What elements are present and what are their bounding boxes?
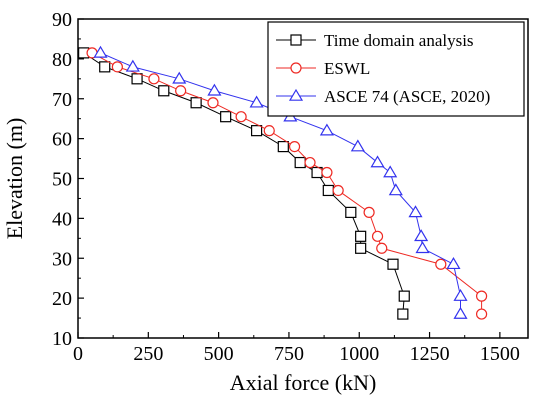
data-point	[415, 241, 430, 254]
legend: Time domain analysis ESWL ASCE 74 (ASCE, 2…	[267, 21, 525, 117]
data-point	[435, 258, 447, 270]
data-point	[304, 156, 316, 169]
data-point	[371, 230, 384, 242]
legend-marker	[288, 88, 304, 101]
data-point	[125, 59, 140, 72]
data-point	[363, 206, 375, 218]
legend-marker	[290, 34, 302, 46]
data-point	[288, 141, 301, 153]
y-tick-label: 30	[52, 248, 72, 270]
legend-label: ESWL	[324, 59, 370, 78]
data-point	[235, 111, 247, 123]
y-axis-title: Elevation (m)	[2, 118, 27, 240]
x-tick-label: 1250	[410, 343, 450, 365]
x-tick-label: 0	[73, 343, 83, 365]
y-tick-label: 40	[52, 208, 72, 230]
data-point	[383, 165, 398, 178]
data-point	[397, 308, 409, 320]
data-point	[414, 229, 429, 242]
x-tick-label: 1500	[480, 343, 520, 365]
data-point	[370, 155, 385, 168]
data-point	[99, 61, 111, 73]
series-3	[93, 45, 468, 319]
series-1	[78, 47, 410, 320]
x-tick-label: 250	[133, 343, 163, 365]
data-point	[388, 183, 403, 196]
y-tick-label: 90	[52, 9, 72, 31]
data-point	[475, 290, 488, 302]
data-point	[453, 288, 468, 301]
series-2	[86, 47, 488, 320]
data-point	[376, 242, 388, 254]
data-point	[453, 306, 468, 319]
x-tick-label: 500	[204, 343, 234, 365]
data-point	[111, 61, 123, 73]
data-point	[249, 95, 264, 108]
axes: 0 250 500 750 1000 1250 1500 10 20 30 40 50 60 70 80 90	[52, 9, 520, 365]
x-tick-label: 750	[274, 343, 304, 365]
data-point	[387, 258, 399, 270]
data-point	[355, 230, 367, 242]
data-point	[446, 257, 461, 270]
data-point	[319, 123, 334, 136]
data-point	[350, 139, 365, 152]
data-point	[321, 166, 333, 179]
legend-box	[267, 21, 525, 117]
data-point	[322, 184, 334, 197]
y-tick-label: 10	[52, 328, 72, 350]
legend-marker	[290, 62, 302, 74]
y-tick-label: 70	[52, 89, 72, 111]
data-point	[263, 125, 275, 137]
legend-label: Time domain analysis	[324, 31, 474, 50]
data-point	[355, 242, 367, 254]
data-point	[345, 206, 357, 218]
legend-item: Time domain analysis	[276, 31, 474, 50]
data-point	[250, 125, 263, 137]
x-tick-label: 1000	[339, 343, 379, 365]
data-point	[172, 71, 187, 84]
data-point	[220, 111, 232, 123]
data-point	[277, 141, 289, 153]
y-tick-label: 20	[52, 288, 72, 310]
data-point	[475, 308, 488, 320]
data-point	[294, 156, 306, 169]
data-point	[93, 45, 108, 58]
data-point	[207, 97, 219, 109]
y-tick-label: 80	[52, 49, 72, 71]
data-point	[190, 97, 202, 109]
plot-marks	[78, 45, 488, 320]
data-point	[207, 83, 222, 96]
data-point	[332, 184, 344, 197]
legend-item: ASCE 74 (ASCE, 2020)	[276, 87, 490, 106]
data-point	[148, 73, 160, 85]
legend-item: ESWL	[276, 59, 370, 78]
data-point	[131, 73, 143, 85]
legend-label: ASCE 74 (ASCE, 2020)	[324, 87, 490, 106]
data-point	[158, 85, 170, 97]
data-point	[398, 290, 410, 302]
y-tick-label: 60	[52, 129, 72, 151]
x-axis-title: Axial force (kN)	[230, 370, 377, 395]
data-point	[408, 205, 423, 218]
y-tick-label: 50	[52, 169, 72, 191]
data-point	[175, 85, 187, 97]
